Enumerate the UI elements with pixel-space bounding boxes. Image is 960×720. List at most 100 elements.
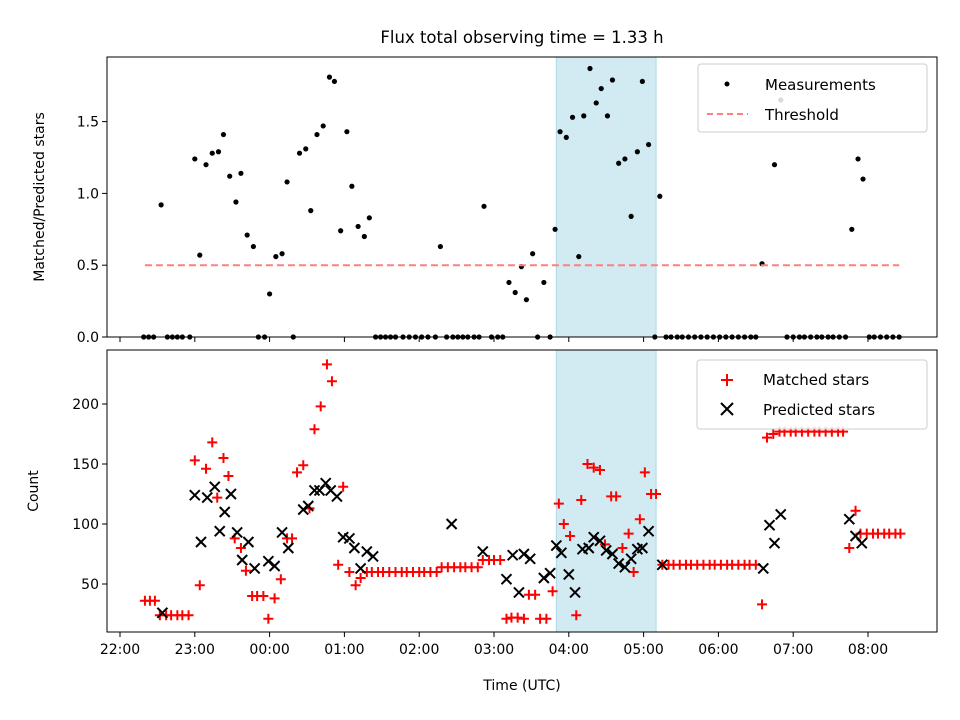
measurement-point [576,253,582,260]
x-axis-label: Time (UTC) [482,678,560,694]
predicted-stars-point [524,553,536,565]
predicted-stars-point [367,550,379,563]
matched-stars-point [189,455,200,466]
predicted-stars-point [262,555,275,567]
measurement-point [361,233,367,240]
predicted-stars-point [214,525,226,537]
x-tick-label: 02:00 [399,642,439,658]
measurement-point [220,131,227,138]
measurement-point [860,176,866,182]
predicted-stars-point [361,545,373,558]
matched-stars-point [240,565,251,576]
predicted-stars-point [248,562,261,575]
matched-stars-point [565,531,576,541]
predicted-stars-point [513,586,525,599]
matched-stars-point [194,580,205,591]
measurement-point [645,141,652,148]
measurement-point [622,156,628,162]
bottom-legend: Matched stars Predicted stars [696,359,928,430]
predicted-stars-point [656,559,669,571]
predicted-stars-point [219,506,231,518]
measurement-point [523,297,530,303]
measurement-point [616,160,622,166]
measurement-point [855,156,861,162]
matched-stars-point [350,580,361,591]
predicted-stars-point [156,607,169,619]
top-y-tick-label: 1.0 [77,186,99,202]
measurement-point [209,150,215,156]
matched-stars-point [207,437,218,448]
measurement-point [552,226,558,232]
predicted-stars-point [600,544,612,557]
measurement-point [587,65,593,72]
predicted-stars-point [319,477,332,489]
matched-stars-point [201,463,212,474]
predicted-stars-point [282,542,295,554]
measurement-point [326,74,333,80]
measurement-point [581,113,587,119]
top-series-measurements [141,65,902,340]
measurement-point [331,78,338,85]
x-tick-label: 00:00 [249,642,289,658]
x-tick-label: 07:00 [773,642,813,658]
predicted-stars-point [843,513,856,525]
predicted-stars-point [209,481,221,493]
top-y-tick-label: 0.5 [77,258,99,274]
matched-stars-point [762,432,773,443]
legend-matched-marker [721,374,733,386]
x-tick-label: 04:00 [549,642,589,658]
measurement-point [303,146,309,152]
measurement-point [314,131,320,138]
predicted-stars-point [445,518,458,530]
matched-stars-point [263,613,274,624]
matched-stars-point [547,586,558,597]
predicted-stars-point [856,537,868,549]
matched-stars-point [558,519,569,529]
predicted-stars-point [757,562,769,575]
matched-stars-point [768,429,779,439]
matched-stars-point [212,492,223,503]
legend-predicted-marker [720,402,734,416]
measurement-point [506,279,512,286]
predicted-stars-point [775,508,787,521]
bottom-y-tick-label: 50 [81,577,99,593]
top-y-tick-label: 0.0 [77,330,99,346]
matched-stars-point [611,491,622,502]
x-tick-label: 06:00 [698,642,738,658]
bottom-y-tick-label: 200 [72,397,99,413]
predicted-stars-point [538,572,550,584]
matched-stars-point [634,514,645,525]
predicted-stars-point [343,532,356,545]
predicted-stars-point [477,545,489,558]
measurement-point [197,252,203,258]
bottom-y-tick-label: 150 [72,457,99,473]
predicted-stars-point [606,548,619,560]
matched-stars-point [553,498,564,509]
predicted-stars-point [768,537,781,549]
measurement-point [238,170,244,176]
legend-matched-label: Matched stars [763,371,869,389]
predicted-stars-point [619,561,631,573]
x-tick-label: 23:00 [175,642,215,658]
matched-stars-point [321,359,332,370]
measurement-point [557,129,563,135]
predicted-stars-point [276,526,288,539]
measurement-point [320,123,326,129]
matched-stars-point [309,424,320,435]
top-y-axis-label: Matched/Predicted stars [32,112,48,282]
measurement-point [308,208,314,214]
measurement-point [481,203,487,209]
matched-stars-point [530,589,541,600]
top-highlight-span [555,56,657,338]
top-panel-measurements: 0.0 0.5 1.0 1.5 Matched/Predicted stars Mea… [32,56,938,346]
matched-stars-point [571,610,582,621]
matched-stars-point [183,610,194,621]
matched-stars-point [594,465,605,475]
measurement-point [244,232,250,238]
matched-stars-point [292,467,303,478]
x-tick-label: 05:00 [623,642,663,658]
matched-stars-point [518,613,529,624]
matched-stars-point [588,462,599,473]
matched-stars-point [639,467,650,478]
